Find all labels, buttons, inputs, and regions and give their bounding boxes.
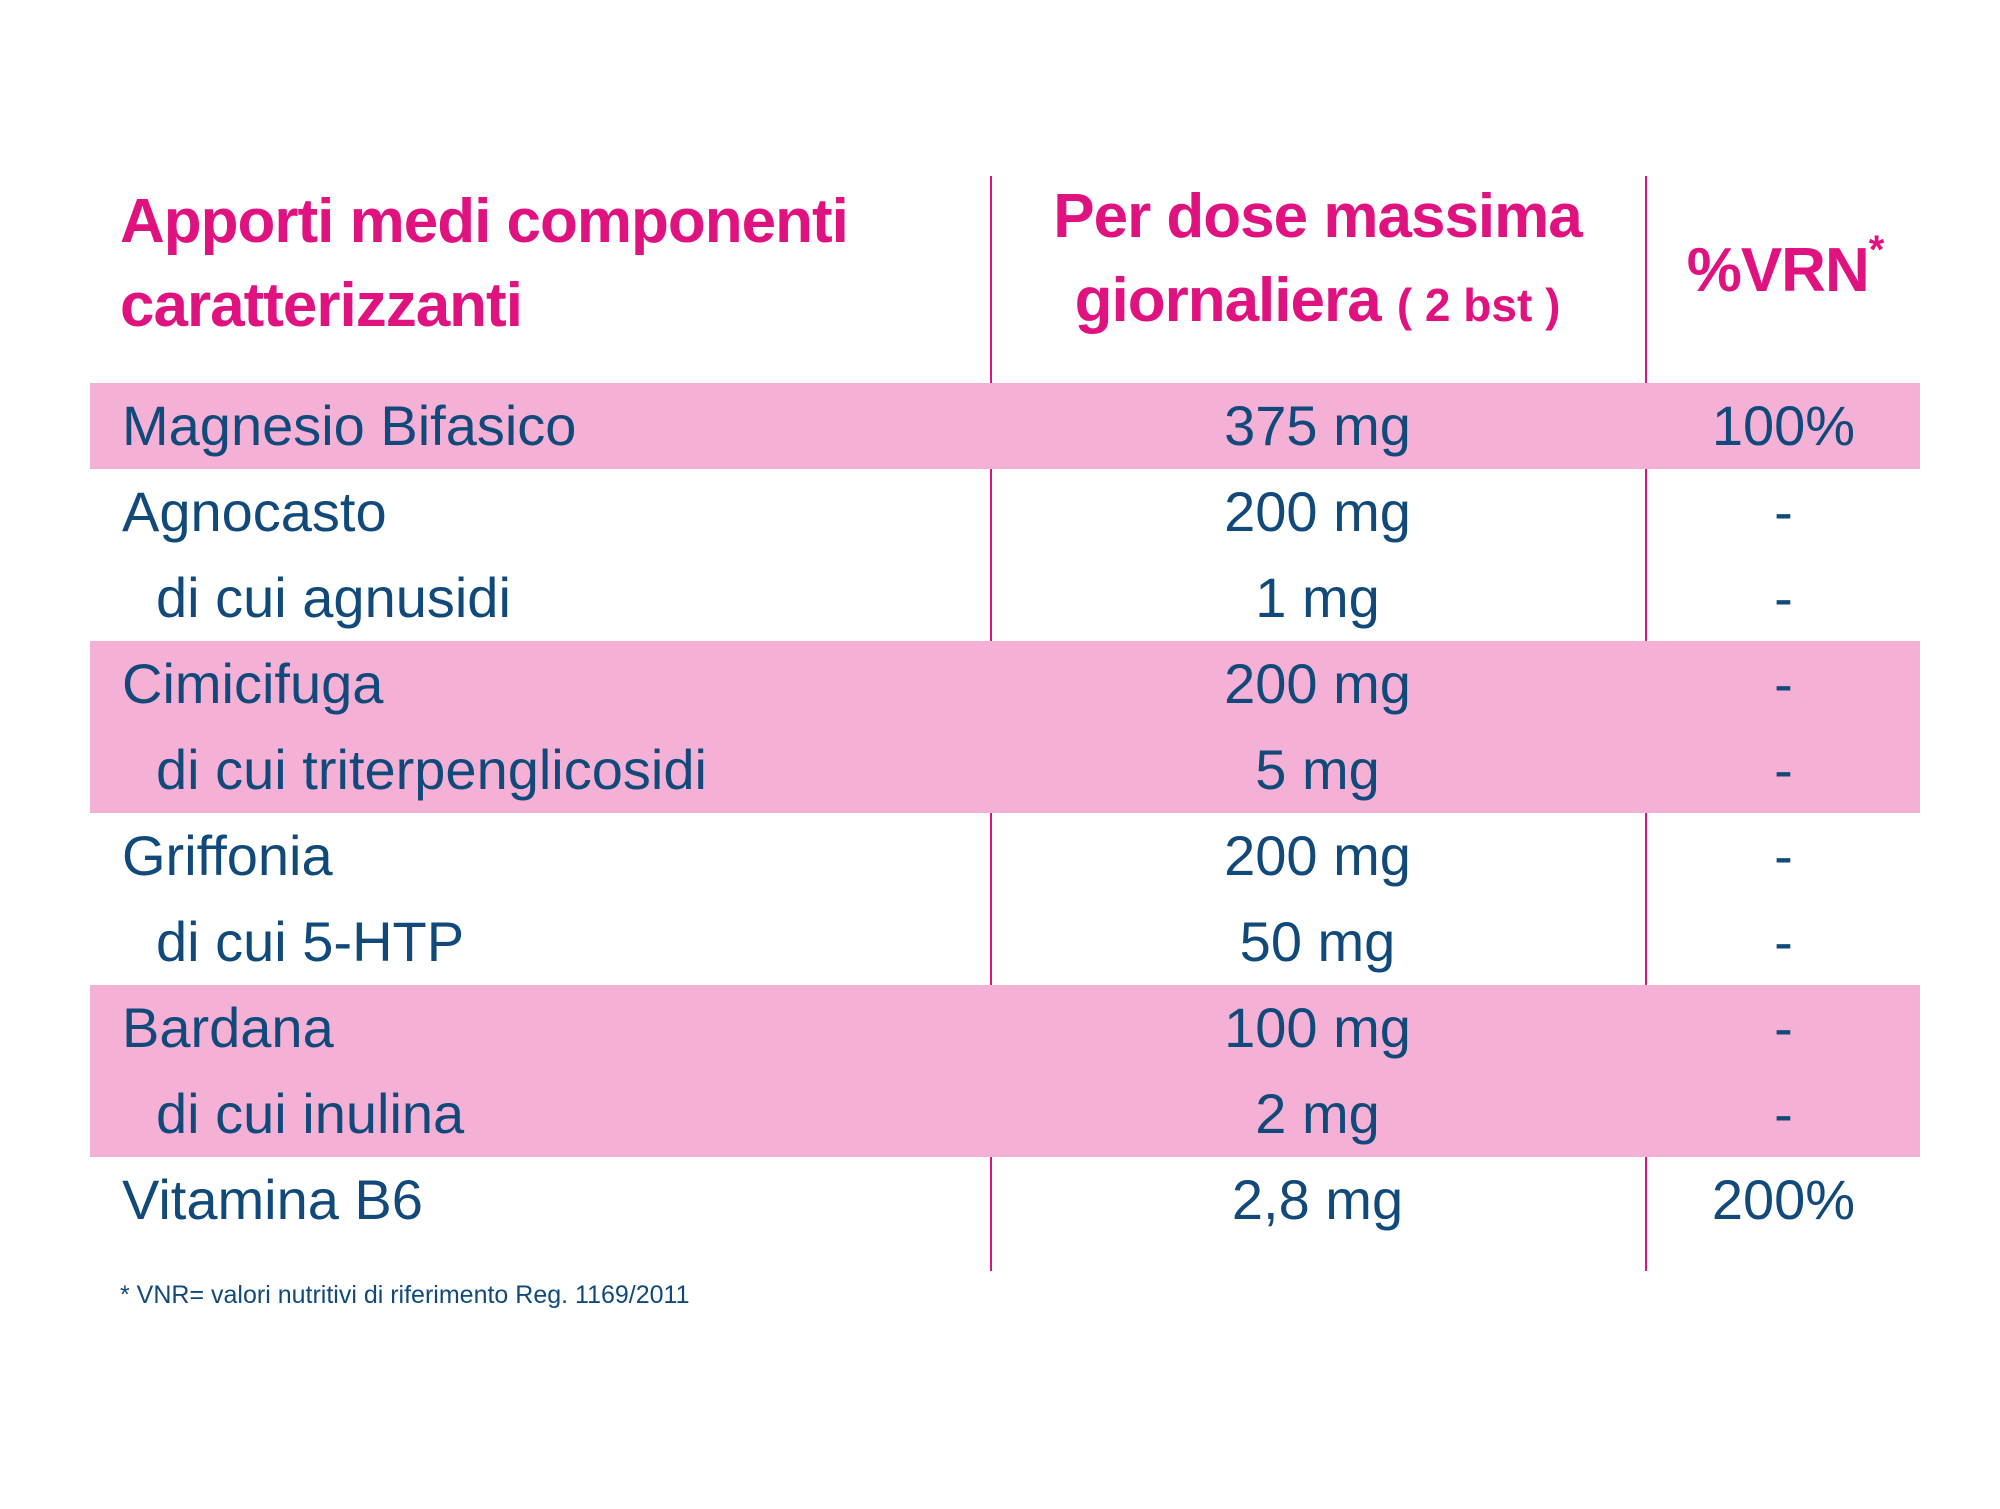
component-name: di cui agnusidi — [156, 566, 511, 629]
component-vrn: - — [1774, 566, 1793, 629]
component-name: Agnocasto — [122, 480, 387, 543]
component-dose: 200 mg — [1224, 824, 1411, 887]
component-dose: 2,8 mg — [1231, 1168, 1404, 1231]
table-row: Vitamina B6 2,8 mg 200% — [90, 1157, 1920, 1243]
nutrition-table: Apporti medi componenti caratterizzanti … — [90, 0, 1920, 1509]
table-row: di cui agnusidi 1 mg - — [90, 555, 1920, 641]
component-vrn: - — [1774, 1082, 1793, 1145]
table-row: di cui 5-HTP 50 mg - — [90, 899, 1920, 985]
component-dose: 5 mg — [1255, 738, 1380, 801]
component-vrn: - — [1774, 996, 1793, 1059]
table-row: di cui inulina 2 mg - — [90, 1071, 1920, 1157]
component-vrn: - — [1774, 824, 1793, 887]
table-row: Cimicifuga 200 mg - — [90, 641, 1920, 727]
component-vrn: 200% — [1711, 1168, 1856, 1231]
header-dose-line2-text: giornaliera — [1074, 266, 1382, 335]
component-vrn: - — [1774, 652, 1793, 715]
component-vrn: - — [1774, 738, 1793, 801]
component-dose: 375 mg — [1224, 394, 1411, 457]
component-vrn: - — [1774, 480, 1793, 543]
header-vrn-text: %VRN — [1686, 236, 1870, 305]
header-components-line2: caratterizzanti — [120, 271, 523, 340]
table-row: Griffonia 200 mg - — [90, 813, 1920, 899]
component-name: Bardana — [122, 996, 334, 1059]
component-vrn: - — [1774, 910, 1793, 973]
component-dose: 200 mg — [1224, 652, 1411, 715]
component-name: di cui triterpenglicosidi — [156, 738, 707, 801]
component-name: Griffonia — [122, 824, 333, 887]
header-dose-line2: giornaliera ( 2 bst ) — [995, 259, 1640, 347]
header-components: Apporti medi componenti caratterizzanti — [120, 180, 980, 348]
component-dose: 1 mg — [1255, 566, 1380, 629]
component-dose: 100 mg — [1224, 996, 1411, 1059]
component-name: di cui 5-HTP — [156, 910, 465, 973]
component-dose: 200 mg — [1224, 480, 1411, 543]
header-dose-note: ( 2 bst ) — [1396, 279, 1561, 331]
header-dose: Per dose massima giornaliera ( 2 bst ) — [995, 175, 1640, 347]
component-dose: 50 mg — [1239, 910, 1396, 973]
component-name: Cimicifuga — [122, 652, 384, 715]
header-vrn: %VRN* — [1650, 208, 1920, 313]
component-name: di cui inulina — [156, 1082, 465, 1145]
table-row: Bardana 100 mg - — [90, 985, 1920, 1071]
component-name: Vitamina B6 — [122, 1168, 423, 1231]
header-dose-line1: Per dose massima — [1053, 182, 1583, 251]
component-dose: 2 mg — [1255, 1082, 1380, 1145]
component-vrn: 100% — [1711, 394, 1856, 457]
table-row: di cui triterpenglicosidi 5 mg - — [90, 727, 1920, 813]
table-row: Agnocasto 200 mg - — [90, 469, 1920, 555]
header-components-line1: Apporti medi componenti — [120, 187, 849, 256]
header-vrn-mark: * — [1868, 228, 1885, 272]
table-row: Magnesio Bifasico 375 mg 100% — [90, 383, 1920, 469]
footnote: * VNR= valori nutritivi di riferimento R… — [120, 1281, 690, 1309]
component-name: Magnesio Bifasico — [122, 394, 577, 457]
